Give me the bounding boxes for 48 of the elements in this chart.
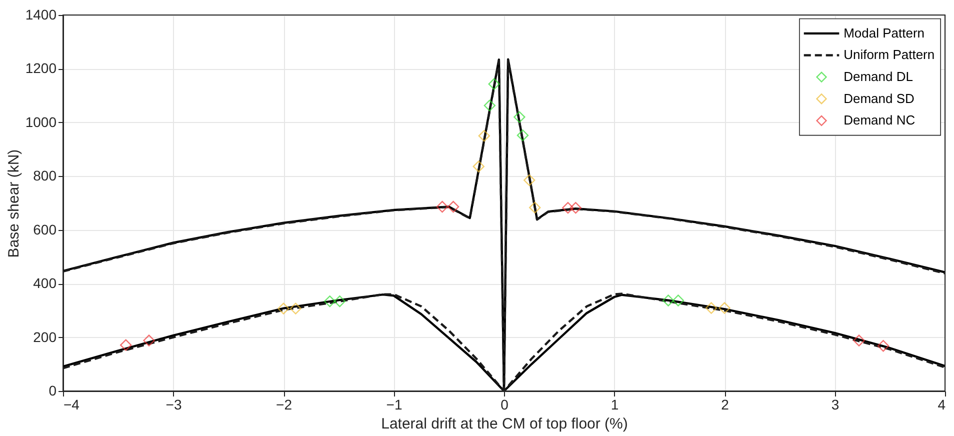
x-tick-label: 0 [500,396,509,412]
y-tick-label: 600 [33,221,57,238]
x-tick-label: −3 [166,396,182,412]
point [436,200,448,213]
x-tick-label: 3 [831,396,840,412]
legend-label: Demand NC [844,112,916,128]
legend-label: Uniform Pattern [844,47,935,62]
x-tick-label: −1 [386,396,402,412]
y-tick-label: 0 [48,382,57,398]
legend-label: Modal Pattern [844,25,925,40]
x-tick-label: −2 [276,396,292,412]
point [516,129,529,142]
point [334,295,346,308]
point [278,302,290,314]
point [472,160,484,172]
y-tick-label: 400 [33,275,57,292]
point [570,202,582,214]
y-tick-label: 800 [33,168,57,184]
point [562,202,574,214]
point [120,339,132,351]
point [662,294,674,306]
y-tick-label: 1000 [25,114,57,130]
point [143,334,155,346]
x-tick-label: −4 [64,396,80,412]
point [514,111,526,123]
x-tick-label: 2 [721,396,730,412]
x-tick-label: 1 [610,396,619,412]
point [529,202,541,214]
point [877,340,890,352]
legend-label: Demand SD [844,90,914,106]
point [718,302,730,314]
point [290,302,302,314]
y-tick-label: 1200 [25,60,57,76]
y-tick-label: 200 [33,328,57,345]
point [524,174,536,186]
point [484,100,496,112]
x-axis-title: Lateral drift at the CM of top floor (%) [381,416,628,432]
point [705,302,718,314]
point [853,334,865,346]
legend-label: Demand DL [844,69,913,84]
point [672,294,684,306]
point [478,130,490,142]
y-axis-title: Base shear (kN) [5,149,22,258]
x-tick-label: 4 [938,396,946,412]
y-tick-label: 1400 [25,6,57,22]
point [447,200,460,213]
point [488,78,500,90]
point [324,295,336,308]
